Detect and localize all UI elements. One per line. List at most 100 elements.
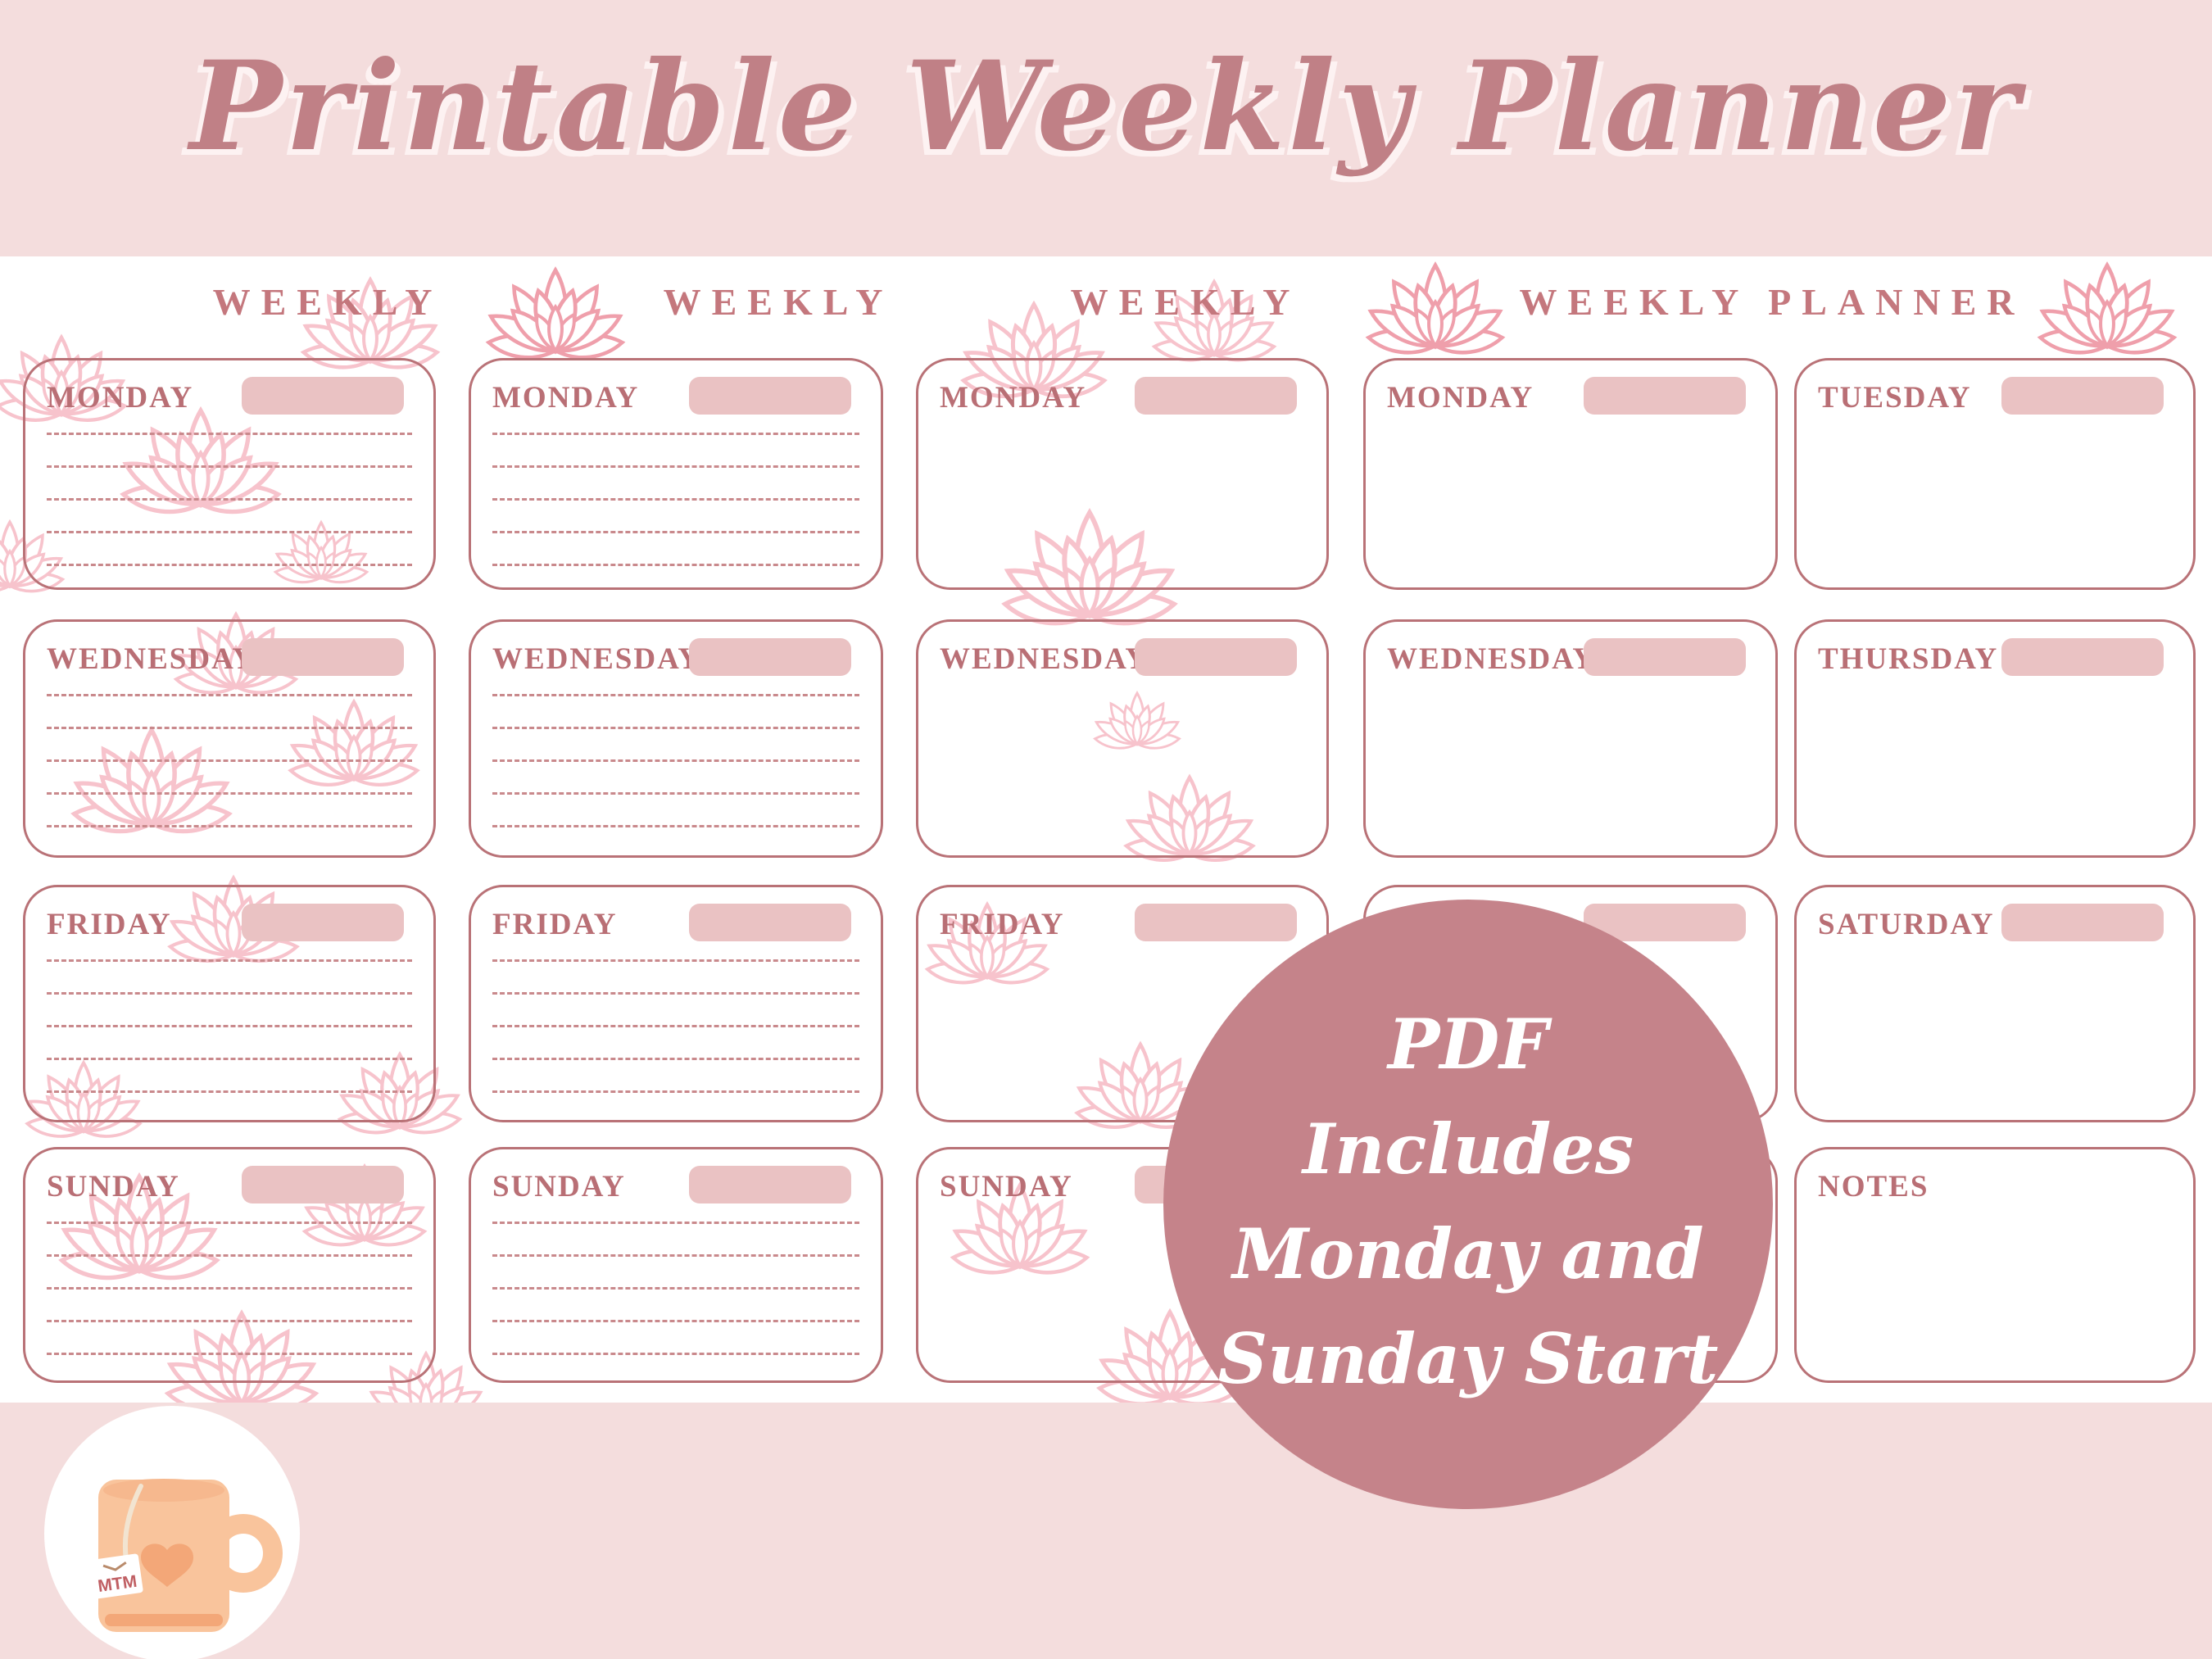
badge-line: Includes (1303, 1108, 1634, 1190)
ruled-line (492, 1320, 859, 1322)
date-pill (1584, 638, 1746, 676)
heart-icon (141, 1543, 193, 1587)
date-pill (242, 638, 404, 676)
ruled-line (492, 727, 859, 729)
day-box-monday-1: MONDAY (23, 358, 436, 590)
pdf-info-badge: PDF Includes Monday and Sunday Start (1163, 900, 1773, 1509)
ruled-line (492, 759, 859, 762)
day-box-wednesday-2: WEDNESDAY (469, 619, 883, 858)
ruled-line (492, 792, 859, 795)
day-label: SATURDAY (1818, 908, 1995, 941)
page-header-weekly-1: WEEKLY (212, 281, 443, 323)
tea-string (122, 1484, 143, 1562)
ruled-line (492, 498, 859, 501)
day-label: WEDNESDAY (1387, 642, 1597, 676)
page-header-weekly-3: WEEKLY (1070, 281, 1301, 323)
tea-mug-icon: MTM (89, 1479, 283, 1632)
mug-base (105, 1614, 223, 1626)
ruled-line (492, 1222, 859, 1224)
day-box-friday-1: FRIDAY (23, 885, 436, 1122)
date-pill (1584, 377, 1746, 415)
day-box-wednesday-3: WEDNESDAY (916, 619, 1329, 858)
day-label: FRIDAY (940, 908, 1065, 941)
day-label: MONDAY (492, 381, 640, 415)
ruled-line (47, 992, 412, 995)
day-box-friday-3: FRIDAY (916, 885, 1329, 1122)
day-box-wednesday-4: WEDNESDAY (1363, 619, 1778, 858)
day-box-sunday-1: SUNDAY (23, 1147, 436, 1383)
day-box-tuesday: TUESDAY (1794, 358, 2196, 590)
date-pill (689, 1166, 851, 1203)
page-header-weekly-2: WEEKLY (663, 281, 894, 323)
lotus-icon (486, 270, 625, 361)
ruled-line (47, 531, 412, 533)
day-label: SUNDAY (940, 1170, 1073, 1203)
ruled-line (47, 694, 412, 696)
tea-tag: MTM (89, 1553, 143, 1599)
tea-tag-fold (102, 1561, 127, 1571)
day-label: NOTES (1818, 1170, 1929, 1203)
ruled-line (492, 1254, 859, 1257)
ruled-line (47, 1353, 412, 1355)
day-label: WEDNESDAY (47, 642, 256, 676)
badge-line: PDF (1388, 1004, 1548, 1085)
poster-title: Printable Weekly Planner (189, 34, 2023, 179)
ruled-line (492, 433, 859, 435)
brand-logo: MTM (44, 1406, 300, 1659)
day-label: SUNDAY (47, 1170, 180, 1203)
day-label: FRIDAY (47, 908, 172, 941)
ruled-line (47, 433, 412, 435)
ruled-line (47, 792, 412, 795)
day-box-monday-3: MONDAY (916, 358, 1329, 590)
bottom-banner (0, 1403, 2212, 1659)
ruled-line (47, 1320, 412, 1322)
ruled-line (492, 825, 859, 827)
ruled-line (492, 1058, 859, 1060)
day-label: SUNDAY (492, 1170, 626, 1203)
date-pill (689, 904, 851, 941)
ruled-line (47, 759, 412, 762)
ruled-line (47, 1287, 412, 1290)
ruled-line (492, 992, 859, 995)
ruled-line (47, 825, 412, 827)
ruled-line (47, 959, 412, 962)
day-label: MONDAY (1387, 381, 1534, 415)
lotus-icon (1366, 265, 1505, 356)
ruled-line (492, 1090, 859, 1093)
ruled-line (47, 1090, 412, 1093)
top-banner (0, 0, 2212, 256)
ruled-line (492, 959, 859, 962)
mug-rim (103, 1479, 224, 1502)
date-pill (1135, 377, 1297, 415)
date-pill (2001, 904, 2164, 941)
day-label: MONDAY (47, 381, 194, 415)
date-pill (242, 1166, 404, 1203)
day-label: MONDAY (940, 381, 1087, 415)
ruled-line (492, 564, 859, 566)
ruled-line (47, 1222, 412, 1224)
day-box-monday-4: MONDAY (1363, 358, 1778, 590)
ruled-line (47, 1058, 412, 1060)
day-label: TUESDAY (1818, 381, 1972, 415)
ruled-line (47, 564, 412, 566)
day-box-thursday: THURSDAY (1794, 619, 2196, 858)
badge-line: Sunday Start (1217, 1318, 1719, 1399)
day-box-saturday: SATURDAY (1794, 885, 2196, 1122)
day-box-monday-2: MONDAY (469, 358, 883, 590)
day-label: WEDNESDAY (492, 642, 702, 676)
ruled-line (492, 1353, 859, 1355)
date-pill (1135, 904, 1297, 941)
ruled-line (47, 498, 412, 501)
day-label: FRIDAY (492, 908, 618, 941)
date-pill (2001, 377, 2164, 415)
tea-tag-paper (89, 1553, 143, 1599)
ruled-line (47, 465, 412, 468)
date-pill (2001, 638, 2164, 676)
day-box-sunday-2: SUNDAY (469, 1147, 883, 1383)
day-box-notes: NOTES (1794, 1147, 2196, 1383)
day-box-wednesday-1: WEDNESDAY (23, 619, 436, 858)
date-pill (689, 377, 851, 415)
day-label: THURSDAY (1818, 642, 1999, 676)
ruled-line (492, 694, 859, 696)
